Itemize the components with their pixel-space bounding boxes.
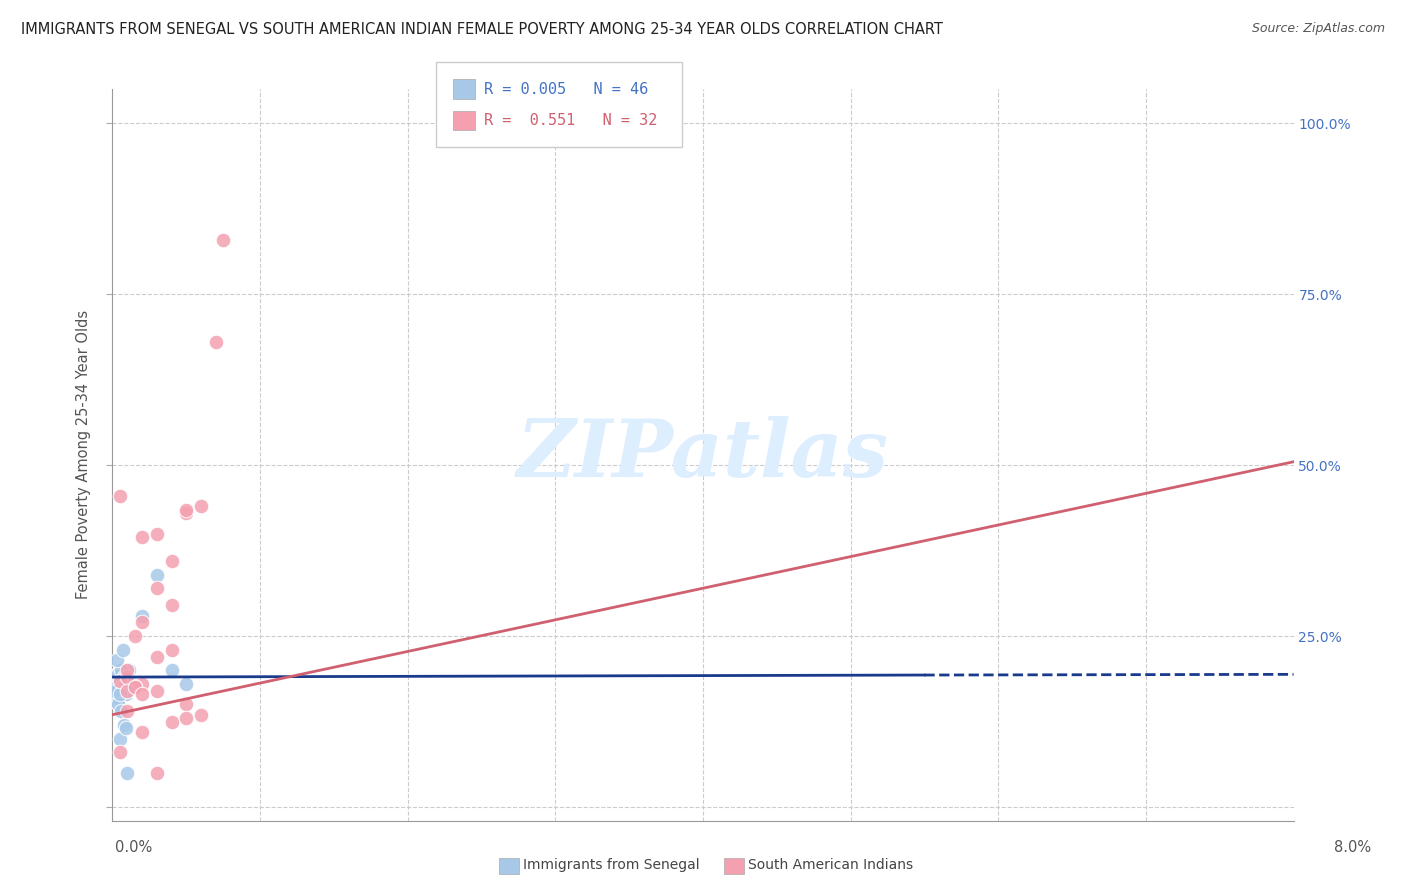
Point (174, 506, 197, 520)
Point (105, 666, 128, 681)
Point (190, 499, 212, 513)
Point (146, 581, 169, 595)
Point (212, 233, 235, 247)
Point (108, 670, 131, 684)
Point (104, 687, 127, 701)
Point (108, 687, 131, 701)
Point (174, 698, 197, 712)
Text: R =  0.551   N = 32: R = 0.551 N = 32 (484, 113, 657, 128)
Point (110, 666, 132, 681)
Point (160, 554, 183, 568)
Point (205, 335, 228, 350)
Point (117, 663, 138, 677)
Text: ZIPatlas: ZIPatlas (517, 417, 889, 493)
Point (174, 502, 197, 516)
Point (160, 714, 183, 729)
Point (120, 673, 142, 688)
Point (104, 683, 127, 698)
Point (111, 642, 134, 657)
Point (114, 722, 136, 736)
Point (114, 666, 136, 681)
Point (131, 677, 153, 691)
Point (118, 677, 141, 691)
Point (146, 526, 169, 541)
Point (174, 711, 197, 725)
Point (114, 687, 136, 701)
Point (117, 765, 138, 780)
Point (108, 673, 131, 688)
Text: 8.0%: 8.0% (1334, 840, 1371, 855)
Point (107, 666, 129, 681)
Point (112, 718, 135, 732)
Point (110, 704, 132, 718)
Point (112, 670, 135, 684)
Point (108, 673, 131, 688)
Point (107, 690, 129, 705)
Point (131, 530, 153, 544)
Text: R = 0.005   N = 46: R = 0.005 N = 46 (484, 82, 648, 96)
Point (124, 681, 146, 695)
Point (117, 704, 138, 718)
Point (131, 687, 153, 701)
Point (117, 663, 138, 677)
Point (160, 642, 183, 657)
Point (174, 677, 197, 691)
Point (160, 599, 183, 613)
Point (111, 681, 134, 695)
Point (104, 694, 127, 708)
Point (105, 683, 128, 698)
Point (112, 670, 135, 684)
Text: Immigrants from Senegal: Immigrants from Senegal (523, 858, 700, 872)
Point (190, 707, 212, 722)
Point (105, 681, 128, 695)
Point (160, 663, 183, 677)
Point (107, 698, 129, 712)
Point (131, 615, 153, 630)
Point (111, 681, 134, 695)
Point (117, 670, 138, 684)
Point (112, 677, 135, 691)
Point (124, 681, 146, 695)
Point (111, 673, 134, 688)
Point (117, 683, 138, 698)
Point (107, 683, 129, 698)
Point (146, 765, 169, 780)
Point (108, 663, 131, 677)
Point (124, 629, 146, 643)
Point (118, 663, 141, 677)
Point (117, 673, 138, 688)
Point (110, 663, 132, 677)
Point (114, 673, 136, 688)
Point (110, 681, 132, 695)
Point (110, 677, 132, 691)
Point (131, 608, 153, 623)
Point (108, 489, 131, 503)
Y-axis label: Female Poverty Among 25-34 Year Olds: Female Poverty Among 25-34 Year Olds (76, 310, 91, 599)
Point (146, 649, 169, 664)
Text: 0.0%: 0.0% (115, 840, 152, 855)
Point (108, 731, 131, 746)
Point (107, 670, 129, 684)
Point (117, 673, 138, 688)
Text: Source: ZipAtlas.com: Source: ZipAtlas.com (1251, 22, 1385, 36)
Point (146, 683, 169, 698)
Text: IMMIGRANTS FROM SENEGAL VS SOUTH AMERICAN INDIAN FEMALE POVERTY AMONG 25-34 YEAR: IMMIGRANTS FROM SENEGAL VS SOUTH AMERICA… (21, 22, 943, 37)
Text: South American Indians: South American Indians (748, 858, 912, 872)
Point (108, 745, 131, 759)
Point (131, 724, 153, 739)
Point (146, 567, 169, 582)
Point (104, 673, 127, 688)
Point (105, 653, 128, 667)
